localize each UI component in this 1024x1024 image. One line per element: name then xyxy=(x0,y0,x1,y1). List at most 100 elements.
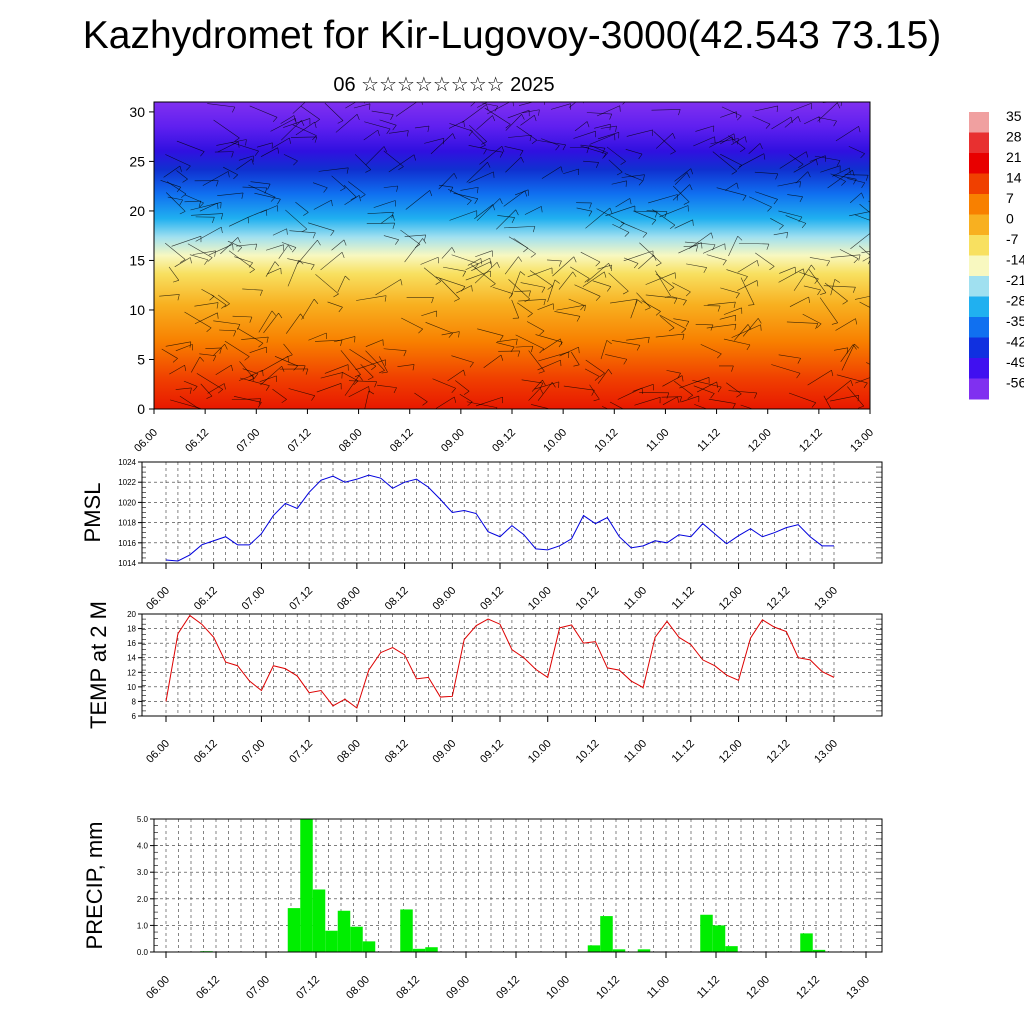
x-tick-label: 09.00 xyxy=(444,974,472,1002)
colorbar: 35 28 21 14 7 0 -7 -14 -21 -28 -35 -42 -49 -56 xyxy=(969,108,1024,400)
wind-barb-flag xyxy=(595,296,601,301)
wind-barb-flag xyxy=(769,266,775,271)
wind-barb xyxy=(207,103,235,108)
wind-barb xyxy=(447,369,464,382)
wind-barb xyxy=(424,138,444,144)
y-axis-label: PMSL xyxy=(80,483,105,543)
wind-barb xyxy=(726,269,748,277)
heatmap-x-tick-label: 07.12 xyxy=(286,427,314,455)
wind-barb xyxy=(826,380,851,400)
wind-barb-flag xyxy=(619,105,621,112)
wind-barb xyxy=(270,118,296,132)
wind-barb-flag xyxy=(572,271,577,278)
wind-barb xyxy=(313,199,332,210)
wind-barb-flag xyxy=(717,353,722,359)
wind-barb-flag xyxy=(609,113,613,120)
x-tick-label: 06.00 xyxy=(144,585,172,613)
wind-barb-flag xyxy=(797,116,801,123)
wind-barb-flag xyxy=(786,232,788,239)
wind-barb xyxy=(589,133,615,145)
wind-barb xyxy=(195,226,222,242)
wind-barb xyxy=(721,106,742,117)
wind-barb xyxy=(778,354,801,359)
wind-barb-flag xyxy=(539,388,544,394)
wind-barb xyxy=(605,205,636,217)
wind-barb xyxy=(405,190,430,210)
wind-barb xyxy=(333,336,356,343)
wind-barb xyxy=(314,339,343,342)
wind-barb-flag xyxy=(860,153,865,159)
wind-barb xyxy=(363,129,379,141)
wind-barb xyxy=(655,333,685,338)
wind-barb xyxy=(515,345,533,348)
wind-barb xyxy=(449,210,477,221)
wind-barb xyxy=(538,351,569,362)
wind-barb xyxy=(827,169,853,189)
heatmap-x-tick-label: 12.00 xyxy=(746,427,774,455)
wind-barb-flag xyxy=(392,125,397,131)
wind-barb xyxy=(611,180,627,185)
wind-barb-flag xyxy=(608,369,613,375)
wind-barb xyxy=(496,209,516,230)
wind-barb xyxy=(847,178,865,184)
wind-barb xyxy=(542,338,561,351)
x-tick-label: 11.12 xyxy=(670,585,697,612)
wind-barb-flag xyxy=(826,260,830,267)
wind-barb xyxy=(189,254,208,261)
wind-barb-flag xyxy=(677,396,679,403)
wind-barb-flag xyxy=(861,182,866,188)
wind-barb xyxy=(861,250,870,253)
x-tick-label: 08.00 xyxy=(335,585,363,613)
wind-barb xyxy=(793,159,817,173)
wind-barb-flag xyxy=(736,115,742,121)
wind-barb xyxy=(166,192,186,212)
wind-barb-flag xyxy=(431,297,434,304)
wind-barb-flag xyxy=(241,192,244,199)
wind-barb xyxy=(802,313,822,325)
wind-barb-flag xyxy=(736,393,742,398)
colorbar-swatch xyxy=(969,132,989,154)
wind-barb xyxy=(287,258,315,265)
wind-barb-flag xyxy=(264,187,268,194)
x-tick-label: 07.12 xyxy=(287,738,315,766)
wind-barb-flag xyxy=(189,341,192,348)
wind-barb xyxy=(723,338,751,346)
wind-barb xyxy=(479,145,503,165)
wind-barb-flag xyxy=(400,279,403,286)
wind-barb xyxy=(348,386,369,398)
x-tick-label: 11.12 xyxy=(695,974,722,1001)
wind-barb xyxy=(400,229,421,245)
wind-barb xyxy=(855,377,870,384)
x-tick-label: 06.12 xyxy=(192,585,220,613)
heatmap-x-tick-label: 08.12 xyxy=(388,427,416,455)
wind-barb xyxy=(683,245,698,248)
wind-barb-flag xyxy=(820,292,826,295)
wind-barb xyxy=(784,116,799,128)
wind-barb xyxy=(849,211,870,217)
wind-barb-flag xyxy=(538,109,540,116)
wind-barb-flag xyxy=(889,214,893,218)
wind-barb xyxy=(606,146,626,162)
wind-barb-flag xyxy=(871,217,876,220)
wind-barb-flag xyxy=(346,167,349,174)
wind-barb-flag xyxy=(392,214,395,221)
wind-barb-flag xyxy=(255,244,258,250)
wind-barb xyxy=(528,388,541,401)
x-tick-label: 06.12 xyxy=(194,974,222,1002)
y-tick-label: 18 xyxy=(127,625,136,634)
wind-barb-flag xyxy=(742,195,747,201)
wind-barb-flag xyxy=(852,344,857,350)
wind-barb xyxy=(484,107,511,125)
wind-barb-flag xyxy=(576,316,581,322)
wind-barb xyxy=(476,198,501,221)
wind-barb-flag xyxy=(679,396,682,403)
wind-barb xyxy=(513,238,536,255)
wind-barb xyxy=(443,266,466,272)
wind-barb xyxy=(272,388,287,400)
wind-barb-flag xyxy=(204,259,209,265)
wind-barb xyxy=(624,173,644,182)
wind-barb xyxy=(324,102,344,121)
wind-barb xyxy=(706,323,736,329)
wind-barb-flag xyxy=(312,135,317,141)
